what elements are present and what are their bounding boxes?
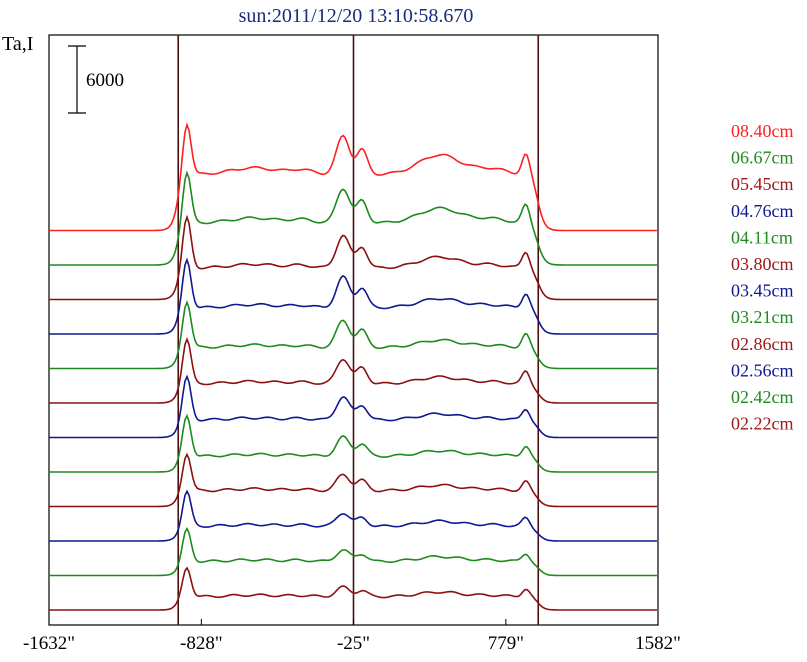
y-axis-label: Ta,I [2,33,33,55]
x-tick-label-1: -828" [180,633,223,654]
legend-entry-05.45cm: 05.45cm [731,174,794,194]
series-line-02.56cm [49,489,657,542]
series-lines [49,122,657,611]
legend-entry-02.42cm: 02.42cm [731,387,794,407]
legend-entry-08.40cm: 08.40cm [731,121,794,141]
legend-entry-02.86cm: 02.86cm [731,334,794,354]
series-line-04.11cm [49,300,657,370]
legend-entry-03.21cm: 03.21cm [731,307,794,327]
x-tick-label-3: 779" [488,633,524,654]
series-line-03.21cm [49,413,657,473]
vertical-markers [177,35,540,625]
series-line-03.45cm [49,374,657,439]
series-line-02.86cm [49,452,657,508]
series-line-05.45cm [49,214,657,301]
x-axis-ticks: -1632" -828" -25" 779" 1582" [23,619,681,654]
series-line-08.40cm [49,122,657,232]
x-tick-label-0: -1632" [23,633,75,654]
series-line-02.22cm [49,566,657,611]
scale-bar: 6000 [68,45,124,114]
legend-entry-04.76cm: 04.76cm [731,201,794,221]
legend-entry-06.67cm: 06.67cm [731,148,794,168]
legend-entry-03.45cm: 03.45cm [731,281,794,301]
legend-entry-04.11cm: 04.11cm [731,227,793,247]
series-line-03.80cm [49,337,657,404]
legend-entry-02.56cm: 02.56cm [731,360,794,380]
legend-entry-03.80cm: 03.80cm [731,254,794,274]
chart-title: sun:2011/12/20 13:10:58.670 [239,5,474,27]
scale-bar-label: 6000 [86,70,124,91]
legend: 08.40cm 06.67cm 05.45cm 04.76cm 04.11cm 03.80… [731,121,794,434]
legend-entry-02.22cm: 02.22cm [731,414,794,434]
series-line-06.67cm [49,170,657,266]
x-tick-label-4: 1582" [635,633,681,654]
x-tick-label-2: -25" [337,633,370,654]
series-line-02.42cm [49,526,657,577]
series-line-04.76cm [49,257,657,335]
